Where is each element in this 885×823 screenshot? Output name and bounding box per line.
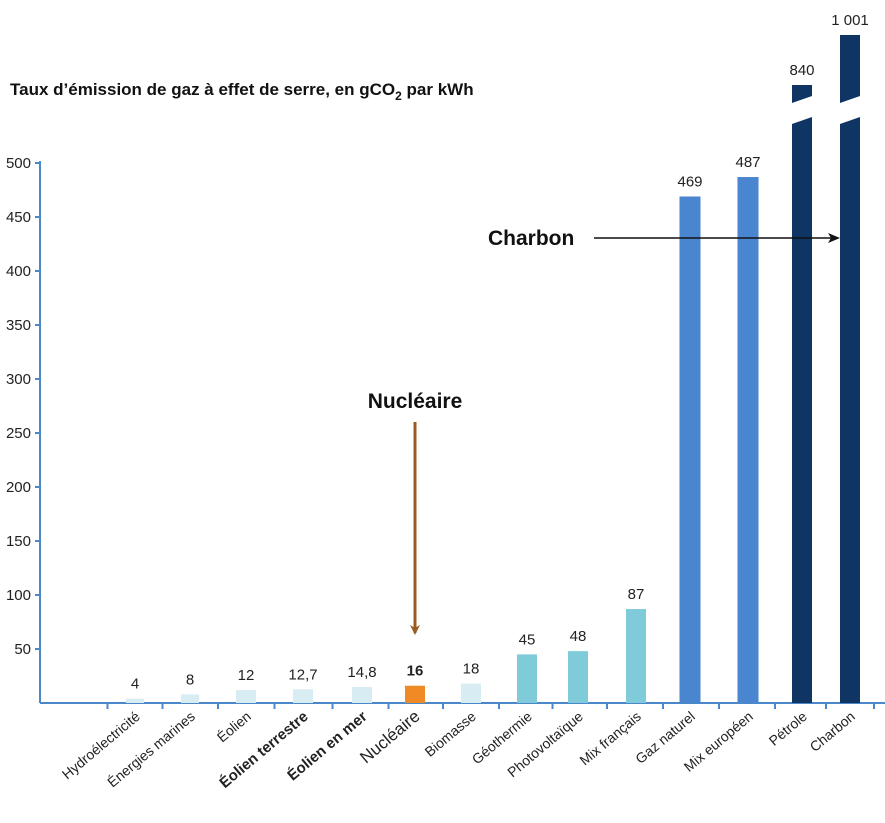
- category-label-mix-francais: Mix français: [576, 708, 643, 768]
- y-axis: 50 100 150 200 250 300 350 400 450 500: [6, 155, 41, 703]
- value-label-petrole: 840: [789, 62, 814, 79]
- annotations: Nucléaire Charbon: [368, 227, 840, 635]
- y-tick-label: 200: [6, 479, 31, 496]
- bar-nucleaire: [405, 685, 425, 703]
- bar-biomasse: [461, 683, 481, 703]
- bar-mix-francais: [626, 609, 646, 703]
- value-label-hydroelectricite: 4: [131, 676, 139, 693]
- value-label-charbon: 1 001: [831, 12, 869, 29]
- y-tick-label: 150: [6, 533, 31, 550]
- chart-title: Taux d’émission de gaz à effet de serre,…: [10, 80, 474, 103]
- title-tail: par kWh: [402, 80, 474, 99]
- y-tick-label: 500: [6, 155, 31, 172]
- annotation-nucleaire-label: Nucléaire: [368, 390, 463, 413]
- bar-petrole-upper: [792, 85, 812, 103]
- bar-eolien-en-mer: [352, 687, 372, 703]
- y-tick-label: 50: [14, 641, 31, 658]
- bar-petrole-lower: [792, 117, 812, 703]
- category-label-biomasse: Biomasse: [422, 708, 480, 760]
- y-tick-label: 350: [6, 317, 31, 334]
- value-label-eolien-terrestre: 12,7: [288, 666, 317, 683]
- value-label-geothermie: 45: [519, 631, 536, 648]
- bar-eolien-terrestre: [293, 689, 313, 703]
- bar-charbon: [840, 35, 860, 703]
- value-label-mix-francais: 87: [628, 586, 645, 603]
- y-tick-label: 100: [6, 587, 31, 604]
- y-tick-label: 400: [6, 263, 31, 280]
- title-subscript: 2: [395, 89, 402, 103]
- title-main: Taux d’émission de gaz à effet de serre,…: [10, 80, 395, 99]
- value-label-biomasse: 18: [463, 661, 480, 678]
- value-label-eolien-en-mer: 14,8: [347, 664, 376, 681]
- annotation-charbon-label: Charbon: [488, 227, 574, 250]
- bar-energies-marines: [181, 694, 199, 703]
- category-label-charbon: Charbon: [807, 708, 858, 755]
- y-tick-label: 450: [6, 209, 31, 226]
- value-label-energies-marines: 8: [186, 671, 194, 688]
- value-label-nucleaire: 16: [407, 663, 424, 680]
- bar-gaz-naturel: [679, 196, 701, 704]
- bar-photovoltaique: [568, 651, 588, 703]
- value-label-photovoltaique: 48: [570, 628, 587, 645]
- category-label-nucleaire: Nucléaire: [356, 707, 423, 768]
- bars: [126, 35, 860, 704]
- value-label-mix-europeen: 487: [735, 154, 760, 171]
- value-label-gaz-naturel: 469: [677, 173, 702, 190]
- bar-eolien: [236, 690, 256, 703]
- y-tick-label: 300: [6, 371, 31, 388]
- x-axis: [40, 702, 885, 709]
- bar-charbon-upper: [840, 35, 860, 103]
- bar-petrole: [792, 85, 812, 703]
- category-label-petrole: Pétrole: [766, 708, 810, 749]
- bar-hydroelectricite: [126, 698, 144, 703]
- y-tick-label: 250: [6, 425, 31, 442]
- category-label-eolien: Éolien: [214, 708, 254, 745]
- bar-charbon-lower: [840, 117, 860, 703]
- bar-geothermie: [517, 654, 537, 703]
- bar-mix-europeen: [737, 177, 759, 704]
- value-label-eolien: 12: [238, 667, 255, 684]
